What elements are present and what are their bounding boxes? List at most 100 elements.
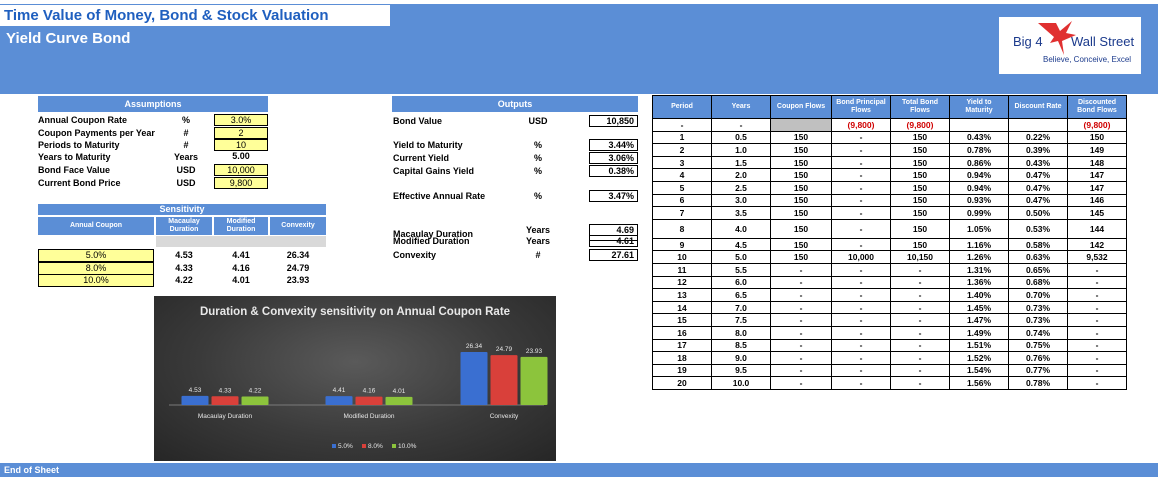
cashflow-cell: - bbox=[831, 313, 891, 327]
output-unit: % bbox=[533, 153, 542, 163]
assumption-label: Years to Maturity bbox=[38, 152, 111, 162]
cashflow-cell: - bbox=[770, 325, 832, 340]
cashflow-cell: 8 bbox=[652, 218, 712, 239]
chart-category-label: Convexity bbox=[490, 413, 519, 420]
cashflow-cell: 1.40% bbox=[949, 288, 1009, 302]
cashflow-cell: 0.99% bbox=[949, 206, 1009, 220]
cashflow-cell: 4 bbox=[652, 168, 712, 182]
cashflow-cell: - bbox=[831, 218, 891, 239]
chart-bar bbox=[520, 356, 548, 405]
output-label: Macaulay Duration bbox=[393, 229, 474, 239]
sensitivity-coupon-input[interactable]: 5.0% bbox=[38, 249, 154, 262]
duration-convexity-chart: Duration & Convexity sensitivity on Annu… bbox=[154, 296, 556, 461]
chart-data-label: 24.79 bbox=[496, 346, 513, 353]
cashflow-cell: - bbox=[1067, 376, 1127, 390]
cashflow-col-header: Discounted Bond Flows bbox=[1067, 95, 1127, 119]
cashflow-cell: 150 bbox=[770, 218, 832, 239]
output-unit: # bbox=[535, 250, 541, 260]
output-unit: % bbox=[533, 191, 542, 201]
cashflow-cell: 2 bbox=[652, 143, 712, 157]
assumptions-header: Assumptions bbox=[38, 96, 268, 112]
output-value: 0.38% bbox=[589, 165, 638, 177]
cashflow-cell: 0.94% bbox=[949, 180, 1009, 195]
cashflow-cell: - bbox=[1067, 363, 1127, 378]
cashflow-cell: 2.5 bbox=[711, 180, 771, 195]
sensitivity-coupon-input[interactable]: 10.0% bbox=[38, 274, 154, 287]
cashflow-cell: 0.47% bbox=[1008, 193, 1068, 208]
cashflow-cell: 1.26% bbox=[949, 250, 1009, 264]
assumption-unit: # bbox=[183, 128, 189, 138]
output-label: Current Yield bbox=[393, 153, 450, 163]
chart-data-label: 4.01 bbox=[393, 388, 406, 395]
logo-tagline: Believe, Conceive, Excel bbox=[1043, 55, 1132, 64]
table-row: 12 6.0- - -1.36% 0.68% - bbox=[652, 275, 1127, 290]
output-unit: Years bbox=[525, 236, 551, 246]
assumption-input[interactable]: 9,800 bbox=[214, 177, 268, 189]
cashflow-cell: 15 bbox=[652, 313, 712, 327]
cashflow-cell: 1.56% bbox=[949, 376, 1009, 390]
table-row: 3 1.5 150-150 0.86% 0.43% 148 bbox=[652, 155, 1127, 170]
cashflow-cell: - bbox=[1067, 275, 1127, 290]
table-row: 6 3.0 150-150 0.93% 0.47% 146 bbox=[652, 193, 1127, 208]
cashflow-cell: 0.22% bbox=[1008, 130, 1068, 145]
assumption-input[interactable]: 2 bbox=[214, 127, 268, 139]
chart-category-label: Macaulay Duration bbox=[198, 413, 253, 420]
cashflow-cell: 1 bbox=[652, 130, 712, 145]
cashflow-cell: - bbox=[831, 351, 891, 365]
cashflow-cell: - bbox=[831, 130, 891, 145]
chart-bar bbox=[490, 355, 518, 405]
cashflow-cell: 150 bbox=[770, 130, 832, 145]
table-row: 4 2.0 150-150 0.94% 0.47% 147 bbox=[652, 168, 1127, 182]
output-unit: % bbox=[533, 166, 542, 176]
assumption-input[interactable]: 10,000 bbox=[214, 164, 268, 176]
cashflow-cell: 1.45% bbox=[949, 300, 1009, 315]
cashflow-cell: - bbox=[1067, 288, 1127, 302]
cashflow-cell: 0.78% bbox=[949, 143, 1009, 157]
cashflow-cell: 3.5 bbox=[711, 206, 771, 220]
cashflow-cell: - bbox=[890, 313, 950, 327]
assumption-input[interactable]: 10 bbox=[214, 139, 268, 151]
cashflow-cell: - bbox=[1067, 338, 1127, 353]
output-unit: Years bbox=[525, 225, 551, 235]
output-label: Bond Value bbox=[393, 116, 443, 126]
assumption-input[interactable]: 3.0% bbox=[214, 114, 268, 126]
cashflow-cell: 13 bbox=[652, 288, 712, 302]
cashflow-cell: 142 bbox=[1067, 237, 1127, 252]
cashflow-cell: 3 bbox=[652, 155, 712, 170]
chart-data-label: 4.33 bbox=[219, 387, 232, 394]
cashflow-cell: - bbox=[711, 118, 771, 132]
cashflow-cell: 0.5 bbox=[711, 130, 771, 145]
cashflow-cell: 1.49% bbox=[949, 325, 1009, 340]
table-row: 9 4.5 150-150 1.16% 0.58% 142 bbox=[652, 237, 1127, 252]
cashflow-cell: 150 bbox=[770, 206, 832, 220]
assumption-label: Bond Face Value bbox=[38, 165, 111, 175]
cashflow-cell: 7.0 bbox=[711, 300, 771, 315]
cashflow-cell: 1.52% bbox=[949, 351, 1009, 365]
cashflow-cell: 150 bbox=[890, 143, 950, 157]
cashflow-cell: 150 bbox=[890, 237, 950, 252]
cashflow-cell: 4.0 bbox=[711, 218, 771, 239]
assumption-unit: % bbox=[181, 115, 190, 125]
cashflow-cell: 10,000 bbox=[831, 250, 891, 264]
cashflow-cell: 1.51% bbox=[949, 338, 1009, 353]
cashflow-cell: - bbox=[1067, 325, 1127, 340]
cashflow-col-header: Coupon Flows bbox=[770, 95, 832, 119]
cashflow-col-header: Years bbox=[711, 95, 771, 119]
cashflow-cell: 10 bbox=[652, 250, 712, 264]
cashflow-cell: 150 bbox=[770, 193, 832, 208]
cashflow-cell: - bbox=[890, 338, 950, 353]
cashflow-cell: 8.5 bbox=[711, 338, 771, 353]
cashflow-cell: 0.43% bbox=[949, 130, 1009, 145]
cashflow-cell: - bbox=[831, 275, 891, 290]
cashflow-cell: - bbox=[831, 180, 891, 195]
sensitivity-base-row bbox=[156, 236, 326, 247]
cashflow-cell: 10.0 bbox=[711, 376, 771, 390]
chart-data-label: 4.16 bbox=[363, 388, 376, 395]
cashflow-cell: 0.73% bbox=[1008, 313, 1068, 327]
cashflow-cell: 0.94% bbox=[949, 168, 1009, 182]
cashflow-cell: - bbox=[770, 376, 832, 390]
table-row: 15 7.5- - -1.47% 0.73% - bbox=[652, 313, 1127, 327]
cashflow-cell: 150 bbox=[890, 180, 950, 195]
cashflow-cell: 0.75% bbox=[1008, 338, 1068, 353]
table-row: 2 1.0 150-150 0.78% 0.39% 149 bbox=[652, 143, 1127, 157]
